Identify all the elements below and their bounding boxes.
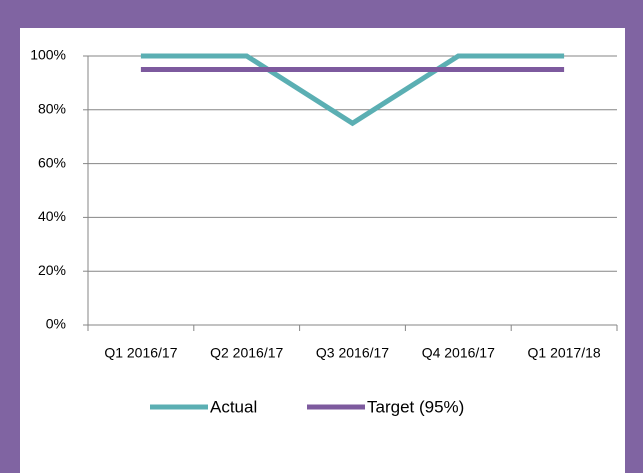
y-tick-label: 60%: [38, 154, 66, 170]
x-tick-label: Q1 2016/17: [104, 345, 177, 361]
x-tick-label: Q2 2016/17: [210, 345, 283, 361]
legend: Actual Target (95%): [150, 397, 464, 416]
y-tick-label: 100%: [30, 47, 66, 63]
series-line: [140, 53, 565, 127]
y-tick-label: 80%: [38, 101, 66, 117]
x-tick-label: Q4 2016/17: [422, 345, 495, 361]
y-tick-label: 40%: [38, 208, 66, 224]
y-tick-label: 20%: [38, 262, 66, 278]
legend-label: Target (95%): [367, 397, 464, 416]
x-tick-label: Q1 2017/18: [528, 345, 601, 361]
x-tick-label: Q3 2016/17: [316, 345, 389, 361]
legend-label: Actual: [210, 397, 257, 416]
y-tick-label: 0%: [46, 316, 66, 332]
